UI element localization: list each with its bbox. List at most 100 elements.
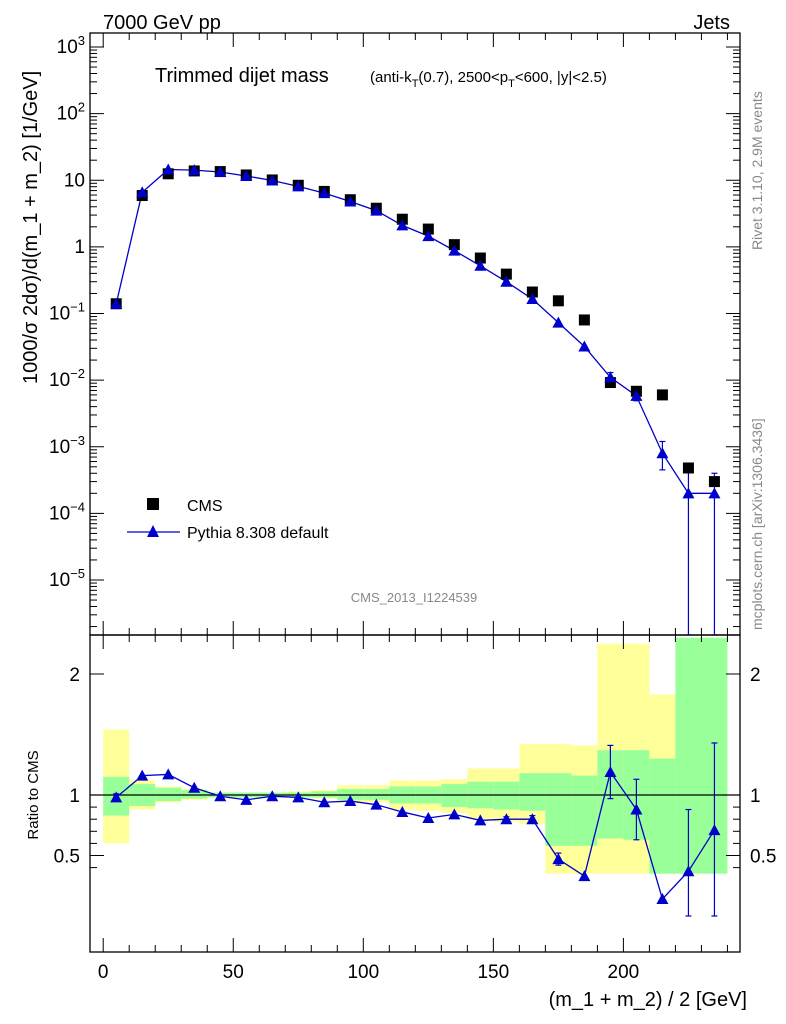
analysis-id: CMS_2013_I1224539 — [351, 590, 478, 605]
pythia-data-point — [526, 293, 539, 305]
y-tick-label: 10−2 — [49, 366, 85, 391]
ratio-pythia-point — [526, 813, 539, 825]
legend-pythia-marker — [147, 525, 159, 537]
ratio-pythia-point — [422, 811, 435, 823]
pythia-data-point — [162, 163, 175, 175]
ratio-pythia-point — [240, 793, 253, 805]
legend: CMS Pythia 8.308 default — [127, 498, 329, 542]
stat-uncertainty-band — [441, 784, 468, 808]
y-tick-label: 103 — [57, 33, 85, 58]
ratio-axis-ticks: 2 2 1 1 0.5 0.5 0 50 100 150 200 — [54, 635, 776, 983]
stat-uncertainty-band — [155, 787, 182, 802]
ratio-pythia-point — [604, 766, 617, 778]
y-tick-label: 102 — [57, 100, 85, 125]
pythia-data-point — [474, 259, 487, 271]
pythia-data-point — [370, 204, 383, 216]
ratio-pythia-point — [162, 768, 175, 780]
x-tick-label: 50 — [223, 962, 244, 983]
pythia-data-point — [682, 487, 695, 499]
ratio-pythia-point — [630, 803, 643, 815]
pythia-data-point — [578, 340, 591, 352]
pythia-data-point — [708, 487, 721, 499]
ratio-pythia-point — [448, 808, 461, 820]
ratio-pythia-point — [266, 790, 279, 802]
pythia-data-point — [630, 389, 643, 401]
process-label: Jets — [693, 12, 730, 34]
main-plot-frame — [89, 32, 741, 636]
stat-uncertainty-band — [311, 791, 338, 798]
subtitle-part: <600, |y|<2.5) — [515, 69, 607, 86]
mcplots-info: mcplots.cern.ch [arXiv:1306.3436] — [749, 418, 765, 630]
cms-data-point — [604, 377, 616, 389]
pythia-data-point — [318, 187, 331, 199]
ratio-data-layer — [90, 742, 740, 917]
x-tick-label: 0 — [98, 962, 109, 983]
ratio-pythia-point — [708, 824, 721, 836]
ratio-pythia-point — [110, 791, 123, 803]
subtitle-subscript: T — [412, 78, 419, 90]
cms-data-point — [500, 268, 512, 280]
chart-title: Trimmed dijet mass — [155, 65, 329, 87]
ratio-pythia-point — [474, 814, 487, 826]
y-tick-label: 1 — [74, 237, 85, 258]
subtitle-subscript: T — [508, 78, 515, 90]
subtitle-part: (0.7), 2500<p — [418, 69, 508, 86]
pythia-data-point — [292, 180, 305, 192]
ratio-y-tick-label: 0.5 — [54, 847, 80, 868]
stat-uncertainty-band — [545, 773, 572, 846]
stat-uncertainty-band — [649, 758, 676, 874]
ratio-y-axis-label: Ratio to CMS — [25, 750, 42, 839]
pythia-data-point — [552, 316, 565, 328]
chart-subtitle: (anti-kT(0.7), 2500<pT<600, |y|<2.5) — [370, 69, 607, 90]
beam-label: 7000 GeV pp — [103, 12, 221, 34]
pythia-data-point — [136, 186, 149, 198]
ratio-pythia-point — [188, 781, 201, 793]
subtitle-part: (anti-k — [370, 69, 412, 86]
ratio-pythia-point — [292, 791, 305, 803]
ratio-pythia-point — [136, 769, 149, 781]
ratio-pythia-point — [578, 870, 591, 882]
legend-pythia-label: Pythia 8.308 default — [187, 525, 329, 542]
cms-data-point — [396, 213, 408, 225]
pythia-data-point — [422, 230, 435, 242]
y-tick-label: 10 — [64, 170, 85, 191]
ratio-uncertainty-bands — [103, 637, 728, 874]
legend-cms-label: CMS — [187, 498, 223, 515]
cms-data-point — [708, 476, 720, 488]
ratio-y-tick-label-right: 2 — [750, 665, 761, 686]
pythia-data-point — [604, 371, 617, 383]
pythia-data-point — [110, 297, 123, 309]
stat-uncertainty-band — [337, 788, 364, 800]
pythia-data-point — [188, 164, 201, 176]
ratio-pythia-point — [682, 865, 695, 877]
cms-data-point — [422, 223, 434, 235]
stat-uncertainty-band — [493, 781, 520, 810]
cms-data-point — [526, 286, 538, 298]
cms-data-point — [578, 314, 590, 326]
cms-data-point — [682, 462, 694, 474]
y-tick-label: 10−1 — [49, 300, 85, 325]
stat-uncertainty-band — [363, 788, 390, 800]
pythia-line — [115, 168, 715, 494]
x-axis-label: (m_1 + m_2) / 2 [GeV] — [549, 989, 747, 1011]
main-data-layer — [110, 163, 721, 636]
cms-data-point — [552, 295, 564, 307]
stat-uncertainty-band — [181, 790, 208, 799]
x-tick-label: 150 — [477, 962, 509, 983]
pythia-data-point — [240, 169, 253, 181]
ratio-y-tick-label: 2 — [69, 665, 80, 686]
ratio-pythia-point — [396, 805, 409, 817]
pythia-data-point — [396, 219, 409, 231]
ratio-pythia-point — [552, 853, 565, 865]
stat-uncertainty-band — [571, 775, 598, 846]
ratio-y-tick-label: 1 — [69, 786, 80, 807]
pythia-data-point — [214, 165, 227, 177]
ratio-pythia-line — [115, 770, 715, 901]
cms-data-point — [656, 389, 668, 401]
main-y-axis-label: 1000/σ 2dσ)/d(m_1 + m_2) [1/GeV] — [20, 71, 42, 384]
ratio-y-tick-label-right: 1 — [750, 786, 761, 807]
ratio-pythia-point — [500, 813, 513, 825]
ratio-pythia-point — [344, 795, 357, 807]
y-tick-label: 10−3 — [49, 433, 85, 458]
